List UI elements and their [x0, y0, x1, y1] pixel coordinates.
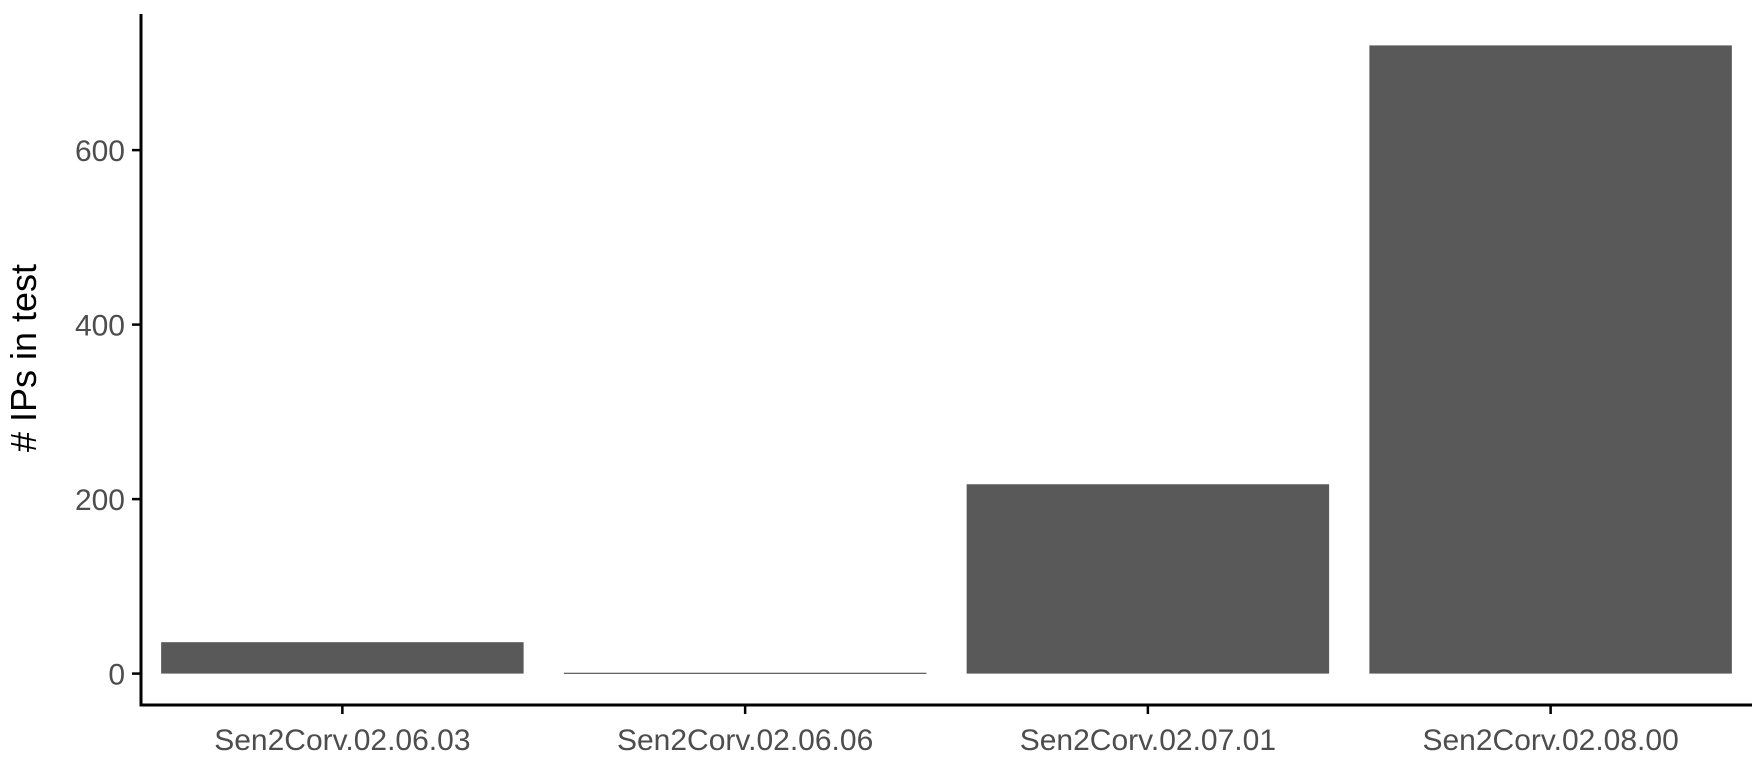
bar-Sen2Corv.02.06.06	[563, 672, 927, 674]
bar-Sen2Corv.02.07.01	[966, 484, 1330, 674]
x-ticks-group: Sen2Corv.02.06.03 Sen2Corv.02.06.06 Sen2Co…	[214, 705, 1679, 757]
y-tick-label: 200	[75, 484, 125, 517]
y-axis-title: # IPs in test	[3, 264, 44, 452]
y-tick-label: 0	[108, 659, 125, 692]
x-tick-label: Sen2Corv.02.08.00	[1422, 724, 1678, 757]
y-ticks-group: 0 200 400 600	[75, 135, 141, 692]
x-tick-label: Sen2Corv.02.06.06	[617, 724, 873, 757]
y-tick-label: 400	[75, 310, 125, 343]
bar-Sen2Corv.02.08.00	[1369, 45, 1732, 674]
x-tick-label: Sen2Corv.02.07.01	[1020, 724, 1276, 757]
x-tick-label: Sen2Corv.02.06.03	[214, 724, 470, 757]
bar-Sen2Corv.02.06.03	[161, 642, 524, 674]
y-tick-label: 600	[75, 135, 125, 168]
bars-group	[161, 45, 1732, 674]
